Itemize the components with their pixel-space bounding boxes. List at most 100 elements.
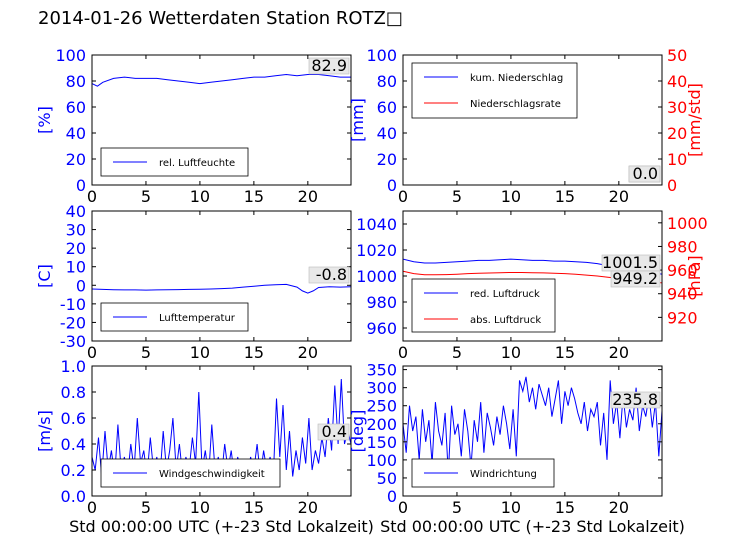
y-tick-label: 0.0	[61, 487, 86, 506]
x-tick-label: 0	[87, 498, 97, 517]
y-axis-label: [C]	[35, 264, 54, 288]
value-box	[628, 165, 661, 183]
y-tick-label: 0.2	[61, 461, 86, 480]
value-box	[308, 266, 350, 284]
x-tick-label: 15	[555, 187, 575, 206]
x-tick-label: 20	[298, 187, 318, 206]
y2-tick-label: 980	[667, 237, 698, 256]
y2-tick-label: 10	[667, 150, 687, 169]
y-tick-label: 40	[377, 124, 397, 143]
series-line-wind_direction-0	[403, 376, 662, 475]
x-tick-label: 0	[398, 343, 408, 362]
legend-label: kum. Niederschlag	[470, 73, 563, 84]
legend-label: Windgeschwindigkeit	[159, 469, 265, 480]
plot-frame	[402, 54, 663, 186]
y-axis-label: [m/s]	[35, 410, 54, 452]
panel-pressure: 0 5 10 15 20 960 980 1000 1020 1040 920 940 960 980 10…	[356, 210, 708, 362]
value-box-label: 0.4	[322, 422, 347, 441]
value-box	[610, 270, 661, 288]
y-tick-label: 250	[366, 397, 397, 416]
y-tick-label: 40	[66, 202, 86, 221]
y2-tick-label: 50	[667, 46, 687, 65]
y-tick-label: 0.4	[61, 435, 86, 454]
y-tick-label: 350	[366, 361, 397, 380]
y-tick-label: 0	[387, 176, 397, 195]
y-tick-label: 0.8	[61, 383, 86, 402]
x-tick-label: 10	[501, 187, 521, 206]
y-tick-label: 100	[366, 46, 397, 65]
x-axis-label: Std 00:00:00 UTC (+-23 Std Lokalzeit)	[380, 517, 685, 536]
x-tick-label: 20	[609, 187, 629, 206]
x-tick-label: 15	[555, 498, 575, 517]
value-box	[308, 57, 350, 75]
y-tick-label: 20	[66, 239, 86, 258]
y-tick-label: 20	[66, 150, 86, 169]
value-box	[610, 391, 661, 409]
value-box-label: 0.0	[633, 164, 658, 183]
y-tick-label: 1040	[356, 215, 397, 234]
y2-tick-label: 960	[667, 261, 698, 280]
y-tick-label: 300	[366, 379, 397, 398]
chart-title: 2014-01-26 Wetterdaten Station ROTZ□	[38, 8, 403, 29]
x-tick-label: 15	[244, 187, 264, 206]
x-tick-label: 5	[141, 498, 151, 517]
x-tick-label: 10	[190, 187, 210, 206]
legend-box	[100, 458, 281, 488]
series-line-humidity-0	[92, 73, 351, 87]
x-tick-label: 15	[244, 498, 264, 517]
y-tick-label: 60	[66, 98, 86, 117]
y-tick-label: -30	[60, 332, 86, 351]
x-tick-label: 20	[298, 343, 318, 362]
x-tick-label: 20	[609, 343, 629, 362]
x-tick-label: 10	[501, 498, 521, 517]
x-tick-label: 5	[141, 187, 151, 206]
value-box-label: 949.2	[612, 269, 658, 288]
x-tick-label: 0	[87, 343, 97, 362]
plot-frame	[402, 365, 663, 497]
value-box	[317, 423, 350, 441]
legend-label: Lufttemperatur	[159, 313, 236, 324]
plot-frame	[91, 365, 352, 497]
legend-label: rel. Luftfeuchte	[159, 158, 235, 169]
y-tick-label: -10	[60, 295, 86, 314]
legend-label: Windrichtung	[470, 469, 537, 480]
legend-label: abs. Luftdruck	[470, 315, 541, 326]
y-tick-label: 1000	[356, 267, 397, 286]
y-tick-label: 30	[66, 221, 86, 240]
plot-frame	[91, 210, 352, 342]
y2-tick-label: 0	[667, 176, 677, 195]
y-axis-label: [mm]	[348, 98, 367, 142]
x-tick-label: 5	[452, 498, 462, 517]
value-box-label: -0.8	[316, 265, 347, 284]
y-tick-label: 0	[387, 487, 397, 506]
legend-label: red. Luftdruck	[470, 289, 540, 300]
y-tick-label: 10	[66, 258, 86, 277]
panel-temperature: 0 5 10 15 20-30-20-10010203040[C]Lufttempera…	[35, 202, 352, 362]
panel-wind_speed: 0 5 10 15 20 0.0 0.2 0.4 0.6 0.8 1.0 [m/s] Std 00:00…	[35, 357, 374, 536]
y-tick-label: 100	[366, 451, 397, 470]
legend-box	[411, 278, 556, 333]
y2-tick-label: 1000	[667, 214, 708, 233]
x-tick-label: 0	[87, 187, 97, 206]
y-tick-label: 40	[66, 124, 86, 143]
plot-frame	[91, 54, 352, 186]
y2-axis-label: [mm/std]	[685, 83, 704, 157]
value-box-label: 1001.5	[602, 253, 658, 272]
x-axis-label: Std 00:00:00 UTC (+-23 Std Lokalzeit)	[69, 517, 374, 536]
x-tick-label: 10	[501, 343, 521, 362]
y-tick-label: 0.6	[61, 409, 86, 428]
x-tick-label: 15	[244, 343, 264, 362]
y2-tick-label: 920	[667, 308, 698, 327]
x-tick-label: 20	[609, 498, 629, 517]
y-tick-label: 100	[55, 46, 86, 65]
y-tick-label: 200	[366, 415, 397, 434]
x-tick-label: 5	[452, 343, 462, 362]
x-tick-label: 5	[141, 343, 151, 362]
y-tick-label: 980	[366, 293, 397, 312]
y-tick-label: 0	[76, 276, 86, 295]
legend-box	[411, 62, 578, 119]
y-axis-label: [%]	[35, 106, 54, 134]
